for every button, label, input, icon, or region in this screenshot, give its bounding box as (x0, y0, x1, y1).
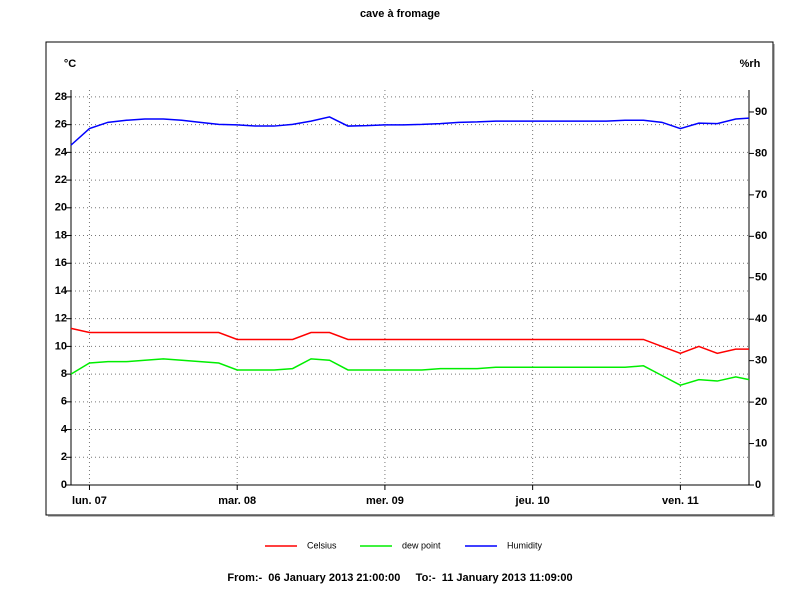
y-tick-label: 16 (55, 257, 67, 269)
x-tick-label: mer. 09 (366, 495, 404, 507)
y-tick-label: 18 (55, 229, 67, 241)
y-tick-label: 24 (55, 146, 68, 158)
series-line (70, 327, 749, 355)
series-line (70, 116, 750, 146)
y2-tick-label: 0 (755, 479, 761, 491)
y2-tick-label: 40 (755, 313, 767, 325)
y-tick-label: 28 (55, 91, 67, 103)
x-tick-label: mar. 08 (218, 495, 256, 507)
y-tick-label: 10 (55, 340, 67, 352)
y-tick-label: 2 (61, 451, 67, 463)
frame (45, 41, 774, 516)
y2-tick-label: 50 (755, 272, 767, 284)
x-tick-label: jeu. 10 (515, 495, 550, 507)
y-tick-label: 4 (61, 423, 68, 435)
legend-label: Humidity (507, 540, 543, 550)
y2-axis-unit: %rh (740, 58, 761, 70)
x-tick-label: ven. 11 (662, 495, 699, 507)
series-line (70, 358, 750, 387)
y-axis-unit: °C (64, 58, 76, 70)
y2-tick-label: 70 (755, 189, 767, 201)
y2-tick-label: 80 (755, 147, 767, 159)
y-tick-label: 14 (55, 285, 68, 297)
y2-tick-label: 20 (755, 396, 767, 408)
footer: From:- 06 January 2013 21:00:00 To:- 11 … (227, 572, 572, 584)
legend-label: Celsius (307, 540, 337, 550)
y-tick-label: 12 (55, 313, 67, 325)
y-tick-label: 26 (55, 119, 67, 131)
y-tick-label: 0 (61, 479, 67, 491)
y-tick-label: 22 (55, 174, 67, 186)
y2-tick-label: 30 (755, 355, 767, 367)
x-tick-label: lun. 07 (72, 495, 107, 507)
chart-title: cave à fromage (360, 8, 440, 20)
y-tick-label: 20 (55, 202, 67, 214)
legend-label: dew point (402, 540, 441, 550)
y2-tick-label: 10 (755, 437, 767, 449)
y-tick-label: 8 (61, 368, 67, 380)
y2-tick-label: 60 (755, 230, 767, 242)
y2-tick-label: 90 (755, 106, 767, 118)
y-tick-label: 6 (61, 396, 67, 408)
